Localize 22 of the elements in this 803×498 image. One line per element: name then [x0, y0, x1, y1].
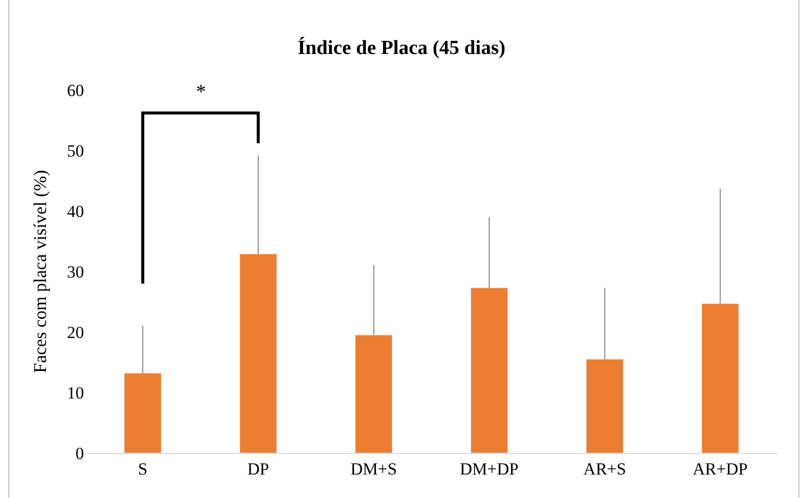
- y-tick-label: 60: [67, 80, 84, 100]
- bar: [702, 303, 739, 453]
- bar: [240, 254, 277, 453]
- y-tick-label: 40: [67, 202, 84, 221]
- x-tick-label: DM+S: [350, 459, 397, 478]
- annotation: *: [196, 81, 206, 103]
- y-axis-title: Faces com placa visível (%): [30, 170, 50, 373]
- x-tick-label: DP: [247, 459, 270, 478]
- y-tick-label: 30: [67, 262, 84, 282]
- x-tick-label: S: [138, 459, 148, 478]
- bar: [355, 334, 392, 453]
- x-tick-label: AR+S: [583, 459, 626, 478]
- chart-title: Índice de Placa (45 dias): [298, 36, 506, 59]
- y-tick-label: 20: [67, 322, 84, 342]
- bar: [586, 358, 624, 453]
- bar: [124, 372, 162, 453]
- y-tick-label: 50: [67, 141, 84, 160]
- x-tick-label: DM+DP: [460, 459, 519, 478]
- y-tick-label: 0: [76, 444, 84, 463]
- y-tick-label: 10: [67, 383, 84, 402]
- x-tick-label: AR+DP: [692, 459, 748, 478]
- bar: [470, 288, 508, 453]
